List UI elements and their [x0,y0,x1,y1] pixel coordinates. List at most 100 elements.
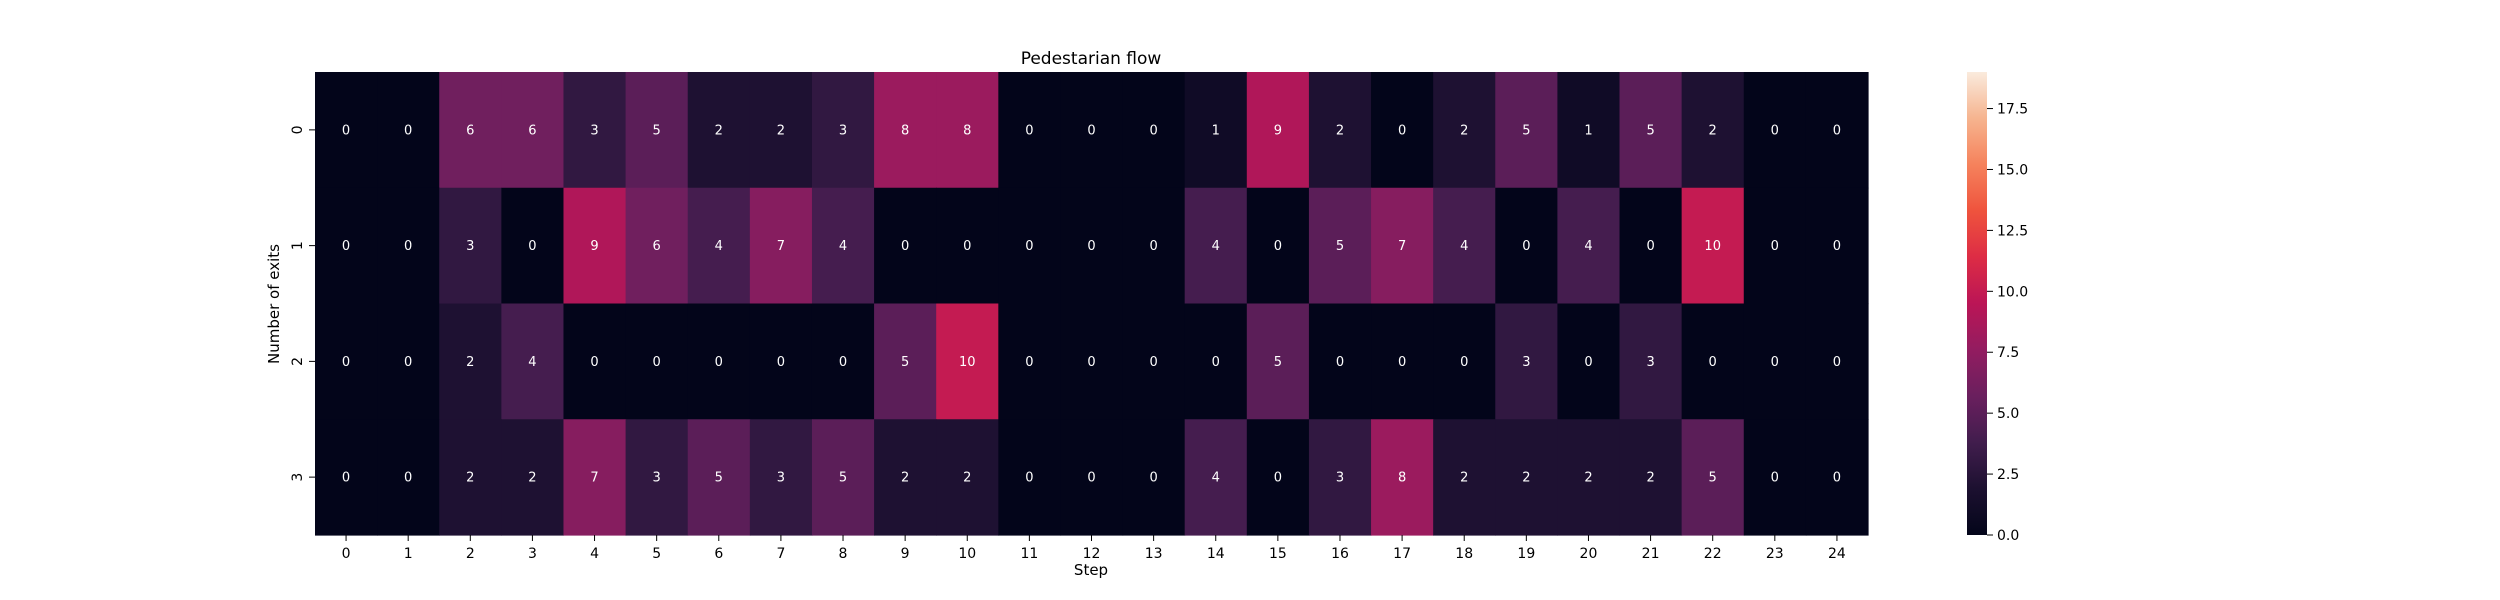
heatmap-cell-label: 8 [901,123,909,138]
heatmap-cell [687,419,751,536]
heatmap-cell [1060,303,1124,420]
heatmap-cell-label: 9 [1274,123,1282,138]
heatmap-cell [1805,303,1869,420]
heatmap-cell [1371,187,1434,305]
heatmap-cell [377,187,440,305]
heatmap-cell [1122,303,1186,420]
colorbar-tick-label: 10.0 [1997,284,2028,300]
chart-title: Pedestarian flow [1021,49,1162,69]
heatmap-cell [501,187,565,305]
heatmap-cell [811,187,875,305]
heatmap-cell-label: 5 [901,355,909,370]
heatmap-cell-label: 0 [1398,355,1406,370]
heatmap-cell [439,419,502,536]
heatmap-cell [1433,419,1496,536]
heatmap-cell-label: 0 [342,471,350,486]
heatmap-cell [998,72,1062,189]
heatmap-cell [1371,419,1434,536]
heatmap-cell [1433,187,1496,305]
heatmap-cell [1308,72,1372,189]
heatmap-cell-label: 5 [653,123,661,138]
heatmap-cell [1557,72,1621,189]
heatmap-cell [563,419,627,536]
x-tick-label: 1 [404,546,413,562]
heatmap-cell [1184,419,1248,536]
heatmap-cell [1060,419,1124,536]
heatmap-cell [1371,303,1434,420]
heatmap-cell [1184,72,1248,189]
heatmap-cell-label: 6 [466,123,474,138]
heatmap-cell-label: 1 [1584,123,1592,138]
heatmap-cell [563,303,627,420]
heatmap-cell-label: 7 [1398,239,1406,254]
heatmap-cell-label: 4 [715,239,723,254]
heatmap-cell [1184,303,1248,420]
heatmap-cell-label: 0 [404,123,412,138]
heatmap-cell-label: 0 [1460,355,1468,370]
heatmap-cell [1308,419,1372,536]
heatmap-cell-label: 3 [1336,471,1344,486]
heatmap-cell-label: 2 [1522,471,1530,486]
x-tick-label: 11 [1020,546,1038,562]
heatmap-cell-label: 0 [1771,355,1779,370]
x-tick-label: 15 [1269,546,1287,562]
heatmap-cell-label: 0 [342,123,350,138]
heatmap-cell-label: 3 [466,239,474,254]
y-tick-label: 1 [290,241,306,250]
heatmap-cell [811,72,875,189]
heatmap-cell [1495,303,1558,420]
heatmap-cell-label: 0 [777,355,785,370]
heatmap-cell [874,303,937,420]
x-tick-label: 4 [590,546,599,562]
heatmap-cell-label: 0 [839,355,847,370]
heatmap-cell [811,303,875,420]
heatmap-cell-label: 0 [901,239,909,254]
heatmap-cell [1060,72,1124,189]
heatmap-cell-label: 0 [1087,123,1095,138]
heatmap-cell-label: 0 [1149,123,1157,138]
heatmap-cell-label: 4 [1212,471,1220,486]
heatmap-cell-label: 2 [528,471,536,486]
heatmap-cell [998,303,1062,420]
heatmap-cell-label: 5 [1522,123,1530,138]
heatmap-cell-label: 3 [1646,355,1654,370]
heatmap-cell-label: 2 [777,123,785,138]
colorbar-tick-label: 2.5 [1997,467,2019,483]
heatmap-cell [1557,419,1621,536]
x-tick-label: 24 [1828,546,1846,562]
heatmap-cell-label: 0 [1025,355,1033,370]
heatmap-cell-label: 0 [404,355,412,370]
heatmap-cell-label: 0 [1709,355,1717,370]
heatmap-cell [1743,303,1807,420]
heatmap-cell [1557,303,1621,420]
heatmap-cell [1433,72,1496,189]
heatmap-cell-label: 2 [963,471,971,486]
x-tick-label: 13 [1145,546,1163,562]
heatmap-cell-label: 0 [1833,239,1841,254]
heatmap-cell-label: 3 [1522,355,1530,370]
heatmap-cell [1122,72,1186,189]
heatmap-cell-label: 0 [1833,471,1841,486]
x-tick-label: 6 [714,546,723,562]
x-tick-label: 5 [652,546,661,562]
heatmap-cell-label: 5 [1274,355,1282,370]
heatmap-cell-label: 0 [1833,355,1841,370]
x-tick-label: 10 [958,546,976,562]
heatmap-cell-label: 2 [1460,471,1468,486]
heatmap-cell [501,72,565,189]
heatmap-cell-label: 2 [901,471,909,486]
heatmap-cell-label: 0 [1087,239,1095,254]
heatmap-cell [439,187,502,305]
x-tick-label: 21 [1642,546,1660,562]
heatmap-cell [1246,187,1310,305]
heatmap-cell [625,72,689,189]
x-tick-label: 3 [528,546,537,562]
heatmap-cell-label: 0 [404,471,412,486]
heatmap-cell-label: 7 [590,471,598,486]
heatmap-cell [1619,72,1683,189]
heatmap-cell-label: 0 [1087,471,1095,486]
heatmap-cell-label: 0 [1087,355,1095,370]
x-tick-label: 9 [901,546,910,562]
heatmap-cell [1246,419,1310,536]
